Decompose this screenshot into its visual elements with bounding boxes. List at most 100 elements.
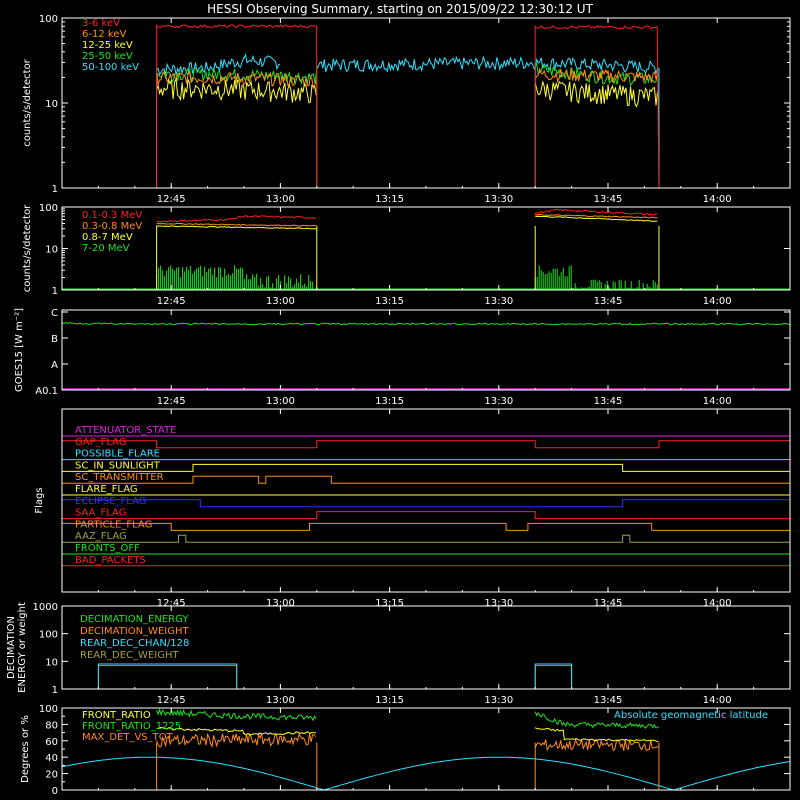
x-tick-label: 13:00 [266,695,295,706]
legend-entry: 12-25 keV [82,40,133,51]
legend-entry: 7-20 MeV [82,243,130,254]
series-line [534,25,660,189]
legend-entry: FRONT_RATIO [82,710,151,721]
x-tick-label: 13:00 [266,296,295,307]
flag-row-particle-flag: PARTICLE_FLAG [61,519,790,531]
lightcurves-low-panel [156,24,660,189]
y-axis-label: Flags [34,487,45,513]
flag-label: FRONTS_OFF [75,543,140,554]
legend-entry: DECIMATION_ENERGY [80,614,189,625]
goes-panel [61,322,791,390]
flag-row-aaz-flag: AAZ_FLAG [62,531,790,543]
series-line [534,663,573,689]
x-tick-label: 12:45 [157,296,186,307]
series-line [156,52,281,76]
flag-trace [61,499,791,508]
flag-trace [62,511,790,520]
flag-row-gap-flag: GAP_FLAG [61,437,791,449]
x-tick-label: 14:00 [703,194,732,205]
y-tick-label: 100 [39,704,58,715]
series-line [156,225,317,230]
legend-entry: 0.8-7 MeV [82,232,133,243]
series-0-3-0-8-mev [156,214,658,227]
flag-label: ATTENUATOR_STATE [75,425,176,436]
series-line [156,24,318,189]
y-tick-label: C [51,308,58,319]
legend-entry: 0.3-0.8 MeV [82,221,142,232]
series-0-8-7-mev [156,215,660,290]
flag-label: SAA_FLAG [75,508,126,519]
legend-entry: DECIMATION_WEIGHT [80,626,189,637]
x-tick-label: 12:45 [157,194,186,205]
x-tick-label: 13:45 [594,194,623,205]
y-axis-label: Degrees or % [20,715,31,783]
series-front-ratio-1225 [156,708,660,729]
flag-label: AAZ_FLAG [75,531,127,542]
flag-trace [62,475,790,484]
series-line [534,208,658,216]
series-rear-dec [97,663,573,689]
panel-frame [61,206,791,291]
y-axis-label: counts/s/detector [22,204,33,292]
series-line [156,708,317,722]
flag-label: POSSIBLE_FLARE [75,449,160,460]
series-line [535,214,658,219]
series-line [61,322,791,326]
x-tick-label: 14:00 [703,695,732,706]
series-line [534,711,660,729]
y-tick-label: 1 [52,685,58,696]
series-line [316,55,658,75]
legend-entry: 6-12 keV [82,29,126,40]
chart-annotation: Absolute geomagnetic latitude [614,710,768,721]
decimation-panel [97,663,573,689]
y-tick-label: 100 [39,203,58,214]
x-tick-label: 13:45 [594,598,623,609]
flag-row-sc-transmitter: SC_TRANSMITTER [62,472,790,484]
x-tick-label: 13:15 [375,194,404,205]
series-front-ratio [156,726,659,743]
flag-label: SC_TRANSMITTER [75,472,164,483]
series-line [97,663,238,689]
legend-entry: MAX_DET_VS_TOT [82,732,174,743]
y-tick-label: 10 [45,245,58,256]
x-tick-label: 13:00 [266,194,295,205]
x-tick-label: 13:15 [375,396,404,407]
legend-entry: FRONT_RATIO_1225 [82,721,181,732]
panel-frame [61,17,791,189]
flag-label: GAP_FLAG [75,437,127,448]
flag-trace [62,463,790,472]
y-tick-label: A0.1 [35,386,58,397]
x-tick-label: 13:30 [484,296,513,307]
series-6-12-kev [156,67,658,90]
y-tick-label: A [51,360,58,371]
flag-label: BAD_PACKETS [75,555,146,566]
legend-entry: 25-50 keV [82,51,133,62]
flag-trace [61,522,790,531]
x-tick-label: 14:00 [703,296,732,307]
series-line [156,215,317,223]
flag-row-saa-flag: SAA_FLAG [62,508,790,520]
x-tick-label: 13:45 [594,296,623,307]
flag-row-flare-flag: FLARE_FLAG [62,484,790,496]
x-tick-label: 13:45 [594,396,623,407]
series-line [156,70,317,90]
legend-entry: 50-100 keV [82,62,139,73]
flag-trace [62,534,790,543]
x-tick-label: 13:30 [484,396,513,407]
series-line [156,726,317,736]
x-tick-label: 13:00 [266,396,295,407]
chart-title: HESSI Observing Summary, starting on 201… [207,2,593,16]
y-axis-label: GOES15 [W m⁻²] [14,308,25,392]
y-tick-label: B [51,334,58,345]
flag-row-attenuator-state: ATTENUATOR_STATE [62,425,790,437]
x-tick-label: 13:30 [484,695,513,706]
series-line [61,756,791,791]
x-tick-label: 12:45 [157,598,186,609]
series-max-det-vs-tot [156,732,660,790]
y-axis-label: ENERGY or weight [17,602,28,693]
x-tick-label: 12:45 [157,396,186,407]
y-tick-label: 1000 [33,602,58,613]
